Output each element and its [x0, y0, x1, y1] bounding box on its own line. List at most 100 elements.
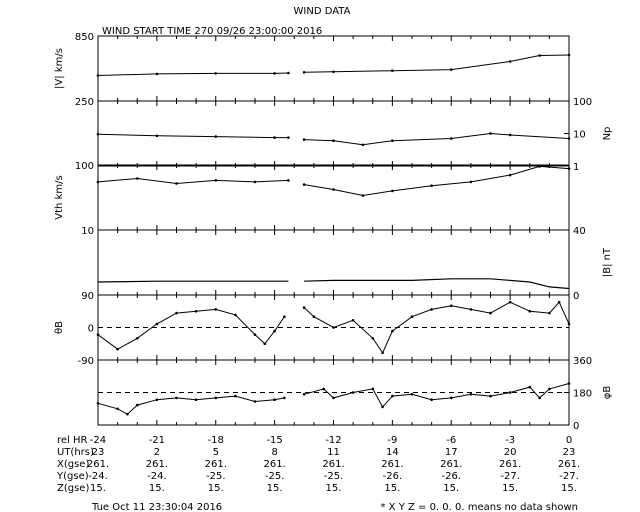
data-point	[469, 308, 473, 311]
data-point	[508, 60, 512, 63]
y-tick-label: 0	[573, 421, 579, 432]
data-point	[253, 400, 257, 403]
table-cell: 261.	[558, 459, 580, 470]
data-point	[96, 74, 100, 77]
data-point	[126, 412, 129, 416]
data-point	[253, 333, 257, 337]
data-point	[155, 398, 159, 402]
footnote-label: * X Y Z = 0. 0. 0. means no data shown	[380, 502, 578, 512]
data-point	[508, 133, 512, 137]
data-point	[332, 70, 335, 74]
table-cell: 261.	[322, 459, 344, 470]
table-cell: 261.	[499, 459, 521, 470]
data-point	[214, 135, 218, 138]
data-point	[283, 315, 286, 319]
data-point	[253, 180, 257, 184]
data-point	[214, 396, 218, 400]
data-point	[548, 387, 551, 391]
data-point	[391, 69, 394, 72]
y-tick-label: 10	[81, 226, 94, 237]
y-tick-label: 0	[88, 324, 94, 335]
table-cell: 5	[213, 447, 219, 458]
y-tick-label: 0	[573, 291, 579, 302]
data-point	[96, 132, 100, 136]
timestamp-label: Tue Oct 11 23:30:04 2016	[91, 502, 222, 512]
data-point	[302, 71, 306, 74]
table-cell: -24	[90, 435, 106, 446]
y-tick-label: 10	[573, 130, 586, 141]
panel-frame	[97, 100, 570, 167]
data-series-line	[304, 278, 570, 290]
data-point	[351, 319, 355, 322]
data-point	[567, 167, 571, 170]
y-tick-label: 90	[81, 291, 94, 302]
data-point	[332, 139, 335, 142]
data-point	[469, 393, 473, 396]
data-point	[287, 136, 290, 139]
table-cell: 2	[154, 447, 160, 458]
data-series-line	[304, 54, 570, 73]
table-cell: -25.	[324, 471, 344, 482]
data-point	[391, 189, 394, 193]
table-cell: 0	[566, 435, 572, 446]
data-point	[234, 313, 237, 317]
data-point	[214, 72, 218, 75]
data-point	[155, 322, 159, 326]
data-point	[430, 398, 433, 402]
table-cell: 8	[271, 447, 277, 458]
data-point	[508, 300, 512, 304]
data-point	[450, 137, 453, 140]
data-point	[567, 137, 571, 140]
data-point	[538, 396, 541, 400]
data-point	[302, 183, 306, 186]
data-point	[312, 315, 316, 319]
data-point	[538, 54, 541, 57]
table-row-label: Z(gse)	[57, 483, 89, 494]
data-point	[548, 311, 551, 315]
data-point	[273, 136, 276, 139]
data-point	[287, 71, 290, 75]
data-point	[489, 394, 492, 398]
table-cell: -26.	[441, 471, 461, 482]
table-cell: 14	[386, 447, 399, 458]
table-cell: -24.	[147, 471, 167, 482]
y-tick-label: 850	[75, 32, 94, 43]
table-cell: -26.	[383, 471, 403, 482]
data-point	[332, 396, 335, 400]
data-point	[567, 53, 571, 57]
panel-speed: 850 250 |V| km/s	[54, 32, 571, 108]
chart-title: WIND DATA	[294, 6, 351, 17]
data-point	[410, 315, 414, 319]
data-point	[450, 396, 453, 400]
data-point	[469, 180, 473, 184]
data-point	[234, 394, 237, 398]
data-point	[508, 391, 512, 394]
table-cell: 20	[504, 447, 517, 458]
table-cell: 15.	[384, 483, 400, 494]
table-cell: -9	[387, 435, 397, 446]
table-cell: -27.	[500, 471, 520, 482]
y-axis-label: θB	[54, 321, 65, 334]
y-tick-label: -90	[78, 356, 94, 367]
data-point	[489, 132, 492, 135]
data-point	[557, 300, 561, 304]
table-cell: -18	[208, 435, 224, 446]
data-point	[391, 394, 394, 398]
y-axis-label: |V| km/s	[54, 48, 65, 89]
data-point	[96, 402, 100, 405]
data-point	[214, 308, 218, 311]
data-point	[381, 405, 384, 409]
data-point	[322, 387, 326, 391]
y-tick-label: 360	[573, 356, 592, 367]
table-cell: 15.	[502, 483, 518, 494]
panel-phi_b: 360 180 0 φB	[96, 356, 613, 432]
data-point	[155, 72, 159, 76]
table-cell: 17	[445, 447, 458, 458]
table-cell: 15.	[443, 483, 459, 494]
data-point	[410, 393, 414, 396]
table-cell: 261.	[205, 459, 227, 470]
data-point	[136, 403, 139, 407]
data-point	[214, 179, 218, 182]
data-point	[116, 347, 119, 351]
data-point	[283, 396, 286, 400]
